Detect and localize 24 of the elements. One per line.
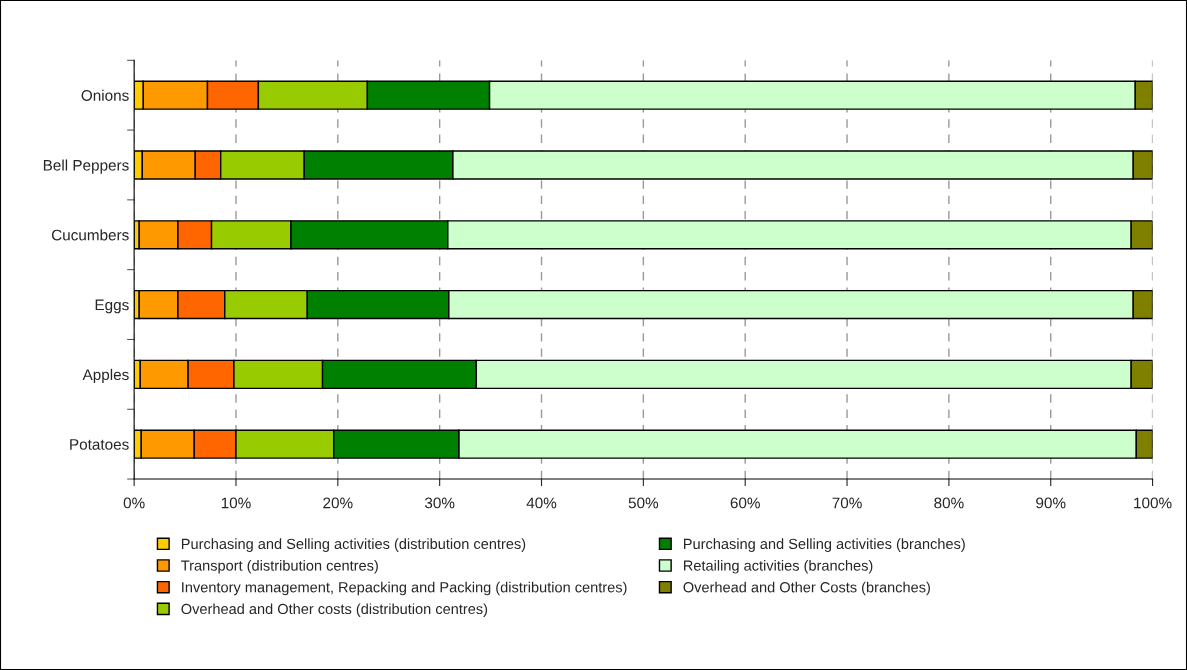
x-tick-label: 20% <box>323 497 353 509</box>
x-tick-label: 10% <box>221 497 251 509</box>
x-tick-label: 50% <box>628 497 659 509</box>
legend-label: Purchasing and Selling activities (branches) <box>684 538 965 552</box>
x-tick-label: 100% <box>1134 497 1172 509</box>
x-tick-label: 70% <box>832 497 862 509</box>
x-tick-label: 30% <box>424 497 455 509</box>
legend-label: Overhead and Other Costs (branches) <box>683 581 930 596</box>
y-tick-label: Cucumbers <box>51 229 129 241</box>
legend-label: Overhead and Other costs (distribution centres) <box>181 603 488 617</box>
x-tick-label: 60% <box>730 497 760 509</box>
y-tick-label: Onions <box>81 89 129 101</box>
legend-label: Transport (distribution centres) <box>181 560 378 574</box>
x-tick-label: 0% <box>123 497 145 509</box>
x-tick-label: 90% <box>1036 497 1066 509</box>
y-tick-label: Potatoes <box>70 439 129 450</box>
legend-label: Inventory management, Repacking and Packing (distribution centres) <box>182 581 627 596</box>
y-tick-label: Bell Peppers <box>43 159 129 174</box>
y-tick-label: Apples <box>82 368 129 384</box>
x-tick-label: 40% <box>526 497 557 509</box>
x-tick-label: 80% <box>934 497 964 509</box>
legend-label: Retailing activities (branches) <box>684 560 873 574</box>
y-tick-label: Eggs <box>95 299 129 314</box>
legend-label: Purchasing and Selling activities (distribution centres) <box>181 538 526 552</box>
